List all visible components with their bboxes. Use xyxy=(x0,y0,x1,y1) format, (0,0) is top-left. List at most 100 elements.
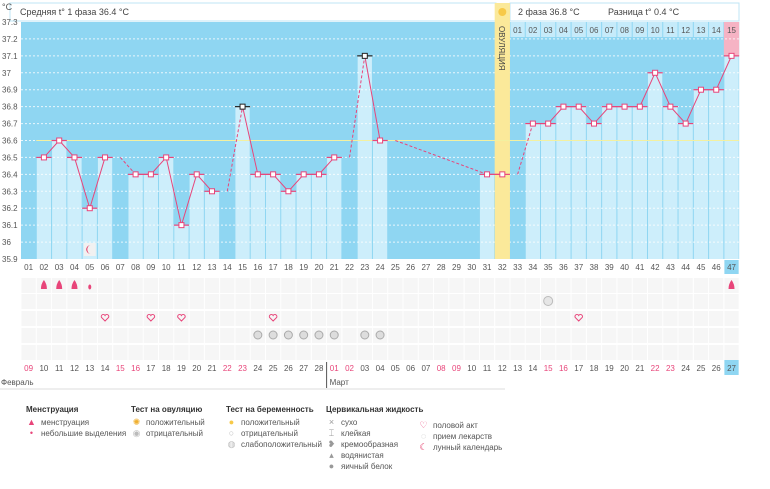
event-cell xyxy=(571,345,586,360)
cycle-day-label: 04 xyxy=(70,263,79,272)
event-cell xyxy=(403,294,418,309)
event-cell xyxy=(372,311,388,326)
event-cell xyxy=(724,345,739,360)
event-cell xyxy=(143,328,159,343)
event-cell xyxy=(250,345,265,360)
event-cell xyxy=(449,311,464,326)
temperature-point xyxy=(361,52,368,59)
y-tick-label: 36 xyxy=(2,238,11,247)
temperature-bar xyxy=(663,106,678,260)
event-cell xyxy=(525,345,541,360)
y-tick-label: 36.6 xyxy=(2,137,18,146)
event-cell xyxy=(296,278,311,293)
legend-item-label: прием лекарств xyxy=(433,432,493,441)
event-cell xyxy=(602,328,617,343)
legend-group-title: Цервикальная жидкость xyxy=(326,405,424,414)
event-cell xyxy=(525,328,541,343)
temperature-point xyxy=(315,171,322,178)
phase2-day-cell xyxy=(693,22,709,37)
event-cell xyxy=(434,345,449,360)
event-cell xyxy=(663,311,678,326)
event-cell xyxy=(449,278,464,293)
event-cell xyxy=(479,345,495,360)
cycle-day-label: 41 xyxy=(635,263,644,272)
event-cell xyxy=(204,311,220,326)
event-cell xyxy=(602,278,617,293)
event-cell xyxy=(510,345,525,360)
legend-item-label: отрицательный xyxy=(241,429,298,438)
event-cell xyxy=(235,294,250,309)
phase2-day-cell xyxy=(632,22,647,37)
spotting-icon xyxy=(88,284,92,290)
event-cell xyxy=(663,328,678,343)
phase2-day-label: 12 xyxy=(681,26,690,35)
temperature-point xyxy=(636,103,643,110)
event-cell xyxy=(403,311,418,326)
event-cell xyxy=(449,345,464,360)
temperature-bar xyxy=(250,174,265,259)
event-cell xyxy=(647,345,663,360)
event-cell xyxy=(693,328,709,343)
temperature-point xyxy=(163,154,170,161)
legend-item: ▴ водянистая xyxy=(326,450,423,461)
event-cell xyxy=(174,278,189,293)
event-cell xyxy=(632,345,647,360)
y-tick-label: 37.3 xyxy=(2,18,18,27)
event-cell xyxy=(82,294,97,309)
event-cell xyxy=(250,278,265,293)
temperature-point xyxy=(621,103,628,110)
event-cell xyxy=(541,328,556,343)
temperature-point xyxy=(682,120,689,127)
cycle-day-label: 46 xyxy=(712,263,721,272)
phase2-day-label: 15 xyxy=(727,26,736,35)
temperature-line-segment xyxy=(639,72,656,107)
date-label: 20 xyxy=(192,364,201,373)
egg-white-icon: ● xyxy=(328,461,335,471)
event-cell xyxy=(724,311,739,326)
date-label: 27 xyxy=(299,364,308,373)
event-cell xyxy=(418,278,434,293)
cycle-day-label: 10 xyxy=(162,263,171,272)
phase2-day-cell xyxy=(602,22,617,37)
legend-item: ♡ половой акт xyxy=(418,420,502,431)
cycle-day-label: 45 xyxy=(697,263,706,272)
date-label: 10 xyxy=(467,364,476,373)
temperature-gap-segment xyxy=(517,123,534,175)
ovulation-label: ОВУЛЯЦИЯ xyxy=(497,26,506,71)
temperature-point xyxy=(86,205,93,212)
event-cell xyxy=(265,278,281,293)
cycle-day-label: 14 xyxy=(223,263,232,272)
event-cell xyxy=(342,311,357,326)
today-date-cell xyxy=(724,360,739,375)
legend-item-label: половой акт xyxy=(433,421,478,430)
legend-item-label: менструация xyxy=(41,418,90,427)
temperature-point xyxy=(209,188,215,195)
watery-icon: ▴ xyxy=(329,450,334,460)
event-cell xyxy=(311,311,327,326)
negative-circle-icon: ◉ xyxy=(132,428,141,438)
date-label: 19 xyxy=(177,364,186,373)
event-cell xyxy=(159,311,174,326)
phase2-day-label: 08 xyxy=(620,26,629,35)
menstruation-icon xyxy=(56,280,63,289)
event-cell xyxy=(97,345,113,360)
date-label: 22 xyxy=(651,364,660,373)
event-cell xyxy=(372,294,388,309)
date-label: 06 xyxy=(406,364,415,373)
temperature-point xyxy=(652,69,659,76)
temperature-bar xyxy=(36,157,52,259)
temperature-point xyxy=(56,137,63,144)
cycle-day-label: 36 xyxy=(559,263,568,272)
temperature-point xyxy=(529,120,536,127)
event-cell xyxy=(464,311,479,326)
phase2-day-cell xyxy=(617,22,632,37)
cycle-day-label: 25 xyxy=(391,263,400,272)
phase1-average: Средняя t° 1 фаза 36.4 °C xyxy=(20,7,129,17)
temperature-point xyxy=(606,103,613,110)
legend-group-title: Тест на овуляцию xyxy=(131,405,203,414)
y-tick-label: 37.2 xyxy=(2,35,18,44)
event-cell xyxy=(617,311,632,326)
event-cell xyxy=(479,278,495,293)
event-cell xyxy=(281,294,296,309)
